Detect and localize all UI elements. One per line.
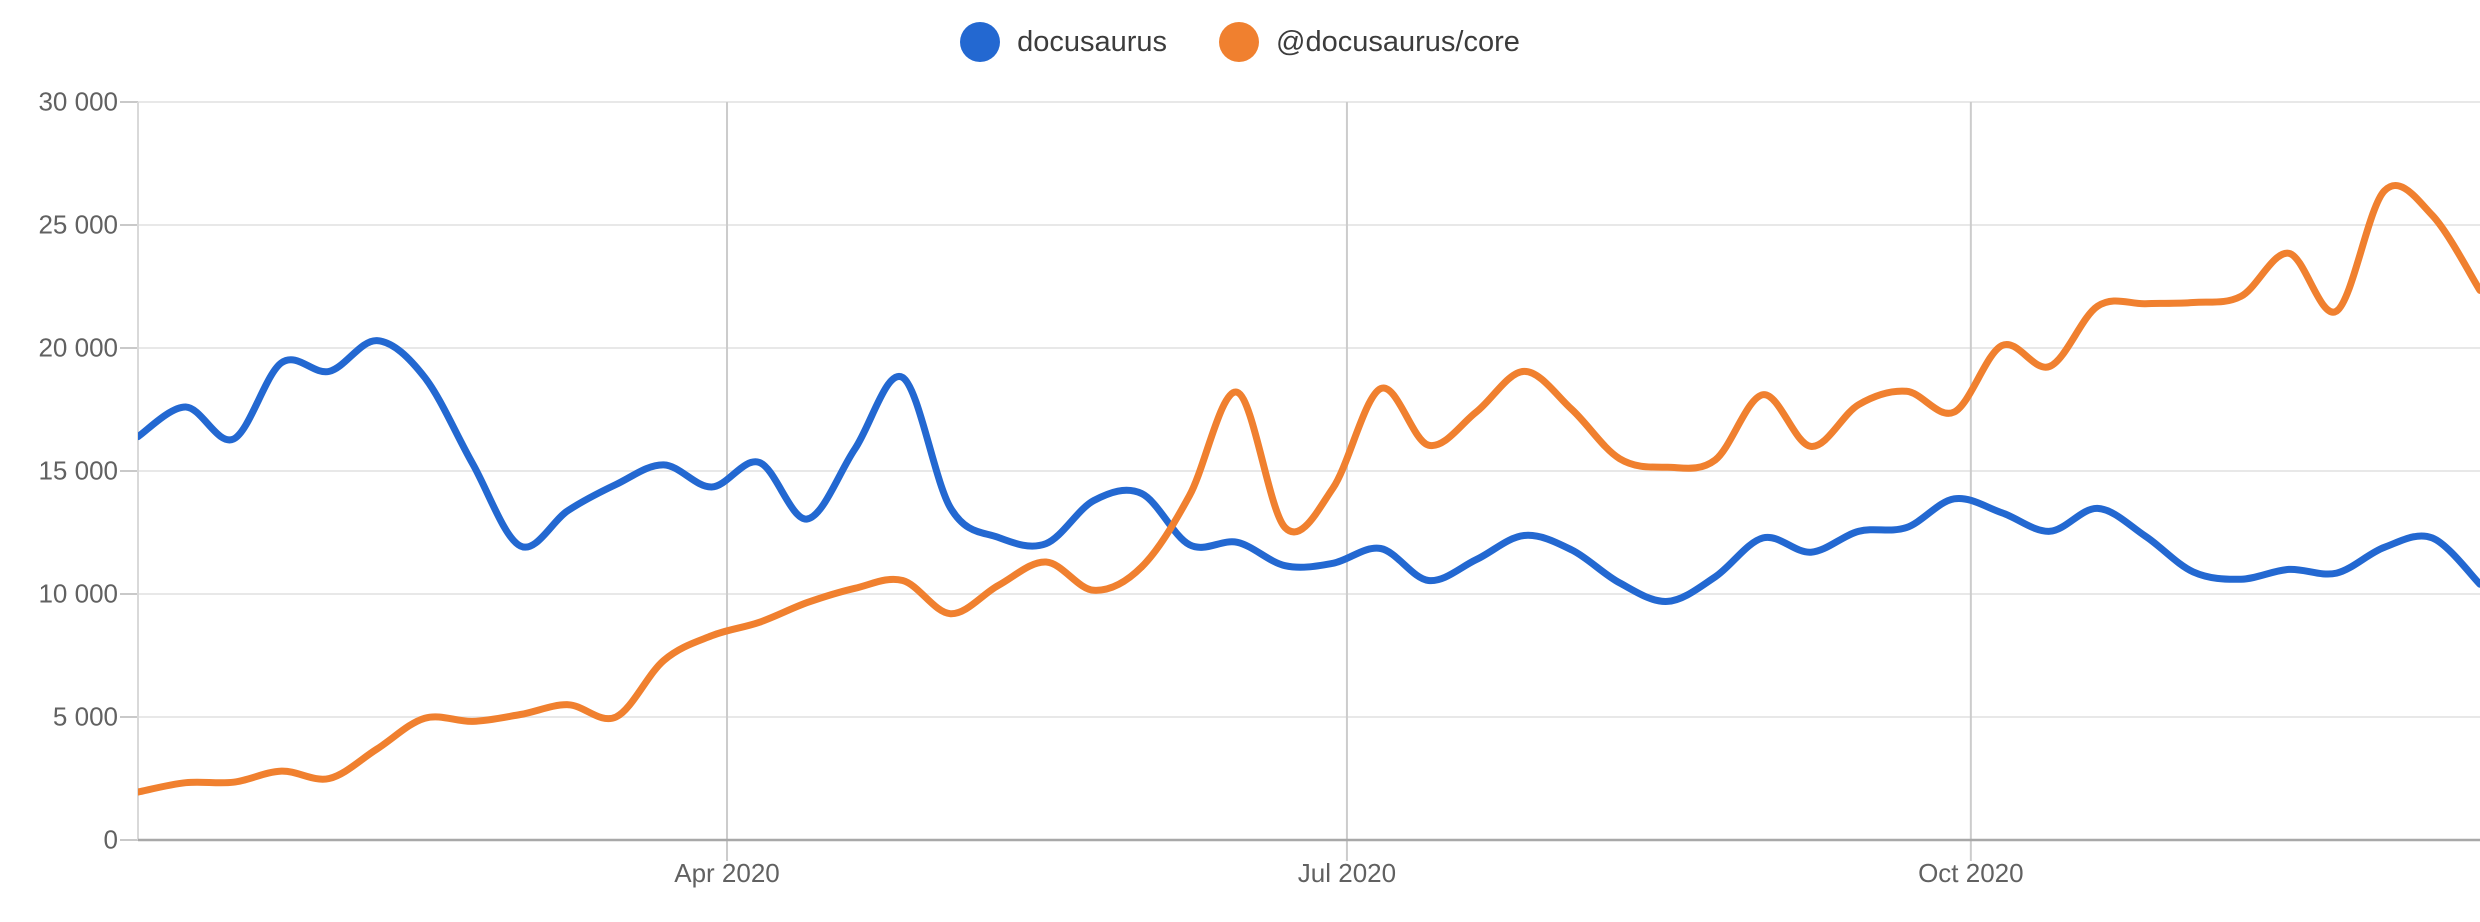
docusaurus-line bbox=[138, 337, 2480, 605]
chart-legend: docusaurus @docusaurus/core bbox=[0, 22, 2480, 62]
y-axis-tick-label: 0 bbox=[103, 824, 118, 855]
y-axis-tick-label: 30 000 bbox=[38, 86, 118, 117]
y-axis-tick-label: 25 000 bbox=[38, 209, 118, 240]
legend-item-docusaurus[interactable]: docusaurus bbox=[960, 22, 1167, 62]
legend-item-docusaurus-core[interactable]: @docusaurus/core bbox=[1219, 22, 1520, 62]
legend-label-docusaurus-core: @docusaurus/core bbox=[1276, 25, 1520, 58]
y-axis-tick-label: 5 000 bbox=[52, 701, 118, 732]
docusaurus-core-series-dot-icon bbox=[1219, 22, 1260, 62]
x-axis-month-label: Apr 2020 bbox=[674, 858, 780, 888]
legend-label-docusaurus: docusaurus bbox=[1017, 25, 1168, 58]
series-lines bbox=[138, 182, 2480, 796]
docusauruscore-line bbox=[138, 182, 2480, 796]
x-axis-month-label: Jul 2020 bbox=[1297, 858, 1397, 888]
y-axis-tick-label: 10 000 bbox=[38, 578, 118, 609]
y-axis-tick-label: 20 000 bbox=[38, 332, 118, 363]
x-axis-month-label: Oct 2020 bbox=[1918, 858, 2024, 888]
y-axis-tick-label: 15 000 bbox=[38, 455, 118, 486]
docusaurus-series-dot-icon bbox=[960, 22, 1001, 62]
